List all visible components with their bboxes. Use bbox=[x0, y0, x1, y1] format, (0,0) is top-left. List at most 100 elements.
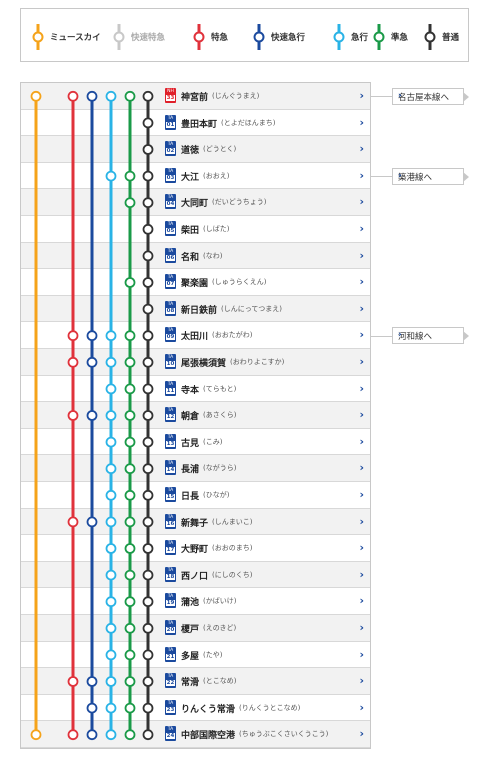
chevron-right-icon[interactable]: › bbox=[359, 275, 364, 289]
chevron-right-icon[interactable]: › bbox=[359, 727, 364, 741]
station-row[interactable]: TA 23 りんくう常滑 (りんくうとこなめ) › bbox=[21, 695, 370, 722]
station-name[interactable]: 中部国際空港 bbox=[181, 731, 236, 742]
station-reading: (かばいけ) bbox=[203, 597, 237, 606]
station-name[interactable]: 多屋 bbox=[181, 651, 200, 662]
stop-marker bbox=[67, 516, 79, 528]
stop-marker bbox=[67, 90, 79, 102]
station-row[interactable]: TA 10 尾張横須賀 (おわりよこすか) › bbox=[21, 349, 370, 376]
station-name[interactable]: 寺本 bbox=[181, 385, 200, 396]
station-name[interactable]: 常滑 bbox=[181, 678, 200, 689]
connection-link[interactable]: 築港線へ › bbox=[392, 167, 469, 185]
chevron-right-icon[interactable]: › bbox=[359, 168, 364, 182]
line-code: TA bbox=[167, 248, 174, 254]
station-row[interactable]: TA 22 常滑 (とこなめ) › bbox=[21, 668, 370, 695]
station-row[interactable]: TA 05 柴田 (しばた) › bbox=[21, 216, 370, 243]
stop-marker bbox=[142, 410, 154, 421]
station-name[interactable]: 聚楽園 bbox=[181, 279, 209, 290]
chevron-right-icon[interactable]: › bbox=[359, 488, 364, 501]
chevron-right-icon[interactable]: › bbox=[359, 434, 364, 448]
legend-label: 特急 bbox=[211, 33, 229, 43]
chevron-right-icon[interactable]: › bbox=[359, 195, 364, 209]
station-reading: (なわ) bbox=[203, 251, 223, 260]
station-reading: (おわりよこすか) bbox=[230, 358, 285, 366]
station-row[interactable]: TA 04 大同町 (だいどうちょう) › bbox=[21, 189, 370, 216]
chevron-right-icon[interactable]: › bbox=[359, 115, 364, 129]
station-name[interactable]: 大江 bbox=[181, 172, 200, 183]
station-row[interactable]: TA 16 新舞子 (しんまいこ) › bbox=[21, 508, 370, 536]
station-name[interactable]: 西ノ口 bbox=[181, 571, 209, 582]
station-name[interactable]: 長浦 bbox=[181, 465, 200, 476]
chevron-right-icon[interactable]: › bbox=[359, 514, 364, 528]
chevron-right-icon[interactable]: › bbox=[359, 381, 364, 395]
chevron-right-icon[interactable]: › bbox=[359, 301, 364, 315]
station-row[interactable]: TA 02 道徳 (どうとく) › bbox=[21, 136, 370, 163]
station-code: 04 bbox=[166, 201, 175, 208]
station-name[interactable]: 大野町 bbox=[181, 545, 209, 556]
station-name[interactable]: 大同町 bbox=[181, 199, 209, 210]
stop-marker bbox=[67, 676, 79, 687]
station-name[interactable]: 道徳 bbox=[181, 146, 200, 157]
station-name[interactable]: 名和 bbox=[181, 252, 200, 263]
station-row[interactable]: TA 08 新日鉄前 (しんにってつまえ) › bbox=[21, 295, 370, 323]
stop-marker bbox=[105, 569, 117, 581]
chevron-right-icon[interactable]: › bbox=[359, 567, 364, 581]
station-name[interactable]: りんくう常滑 bbox=[181, 704, 235, 715]
stop-marker bbox=[105, 596, 117, 608]
station-row[interactable]: TA 09 太田川 (おおたがわ) › bbox=[21, 322, 370, 349]
station-row[interactable]: TA 12 朝倉 (あさくら) › bbox=[21, 402, 370, 429]
chevron-right-icon[interactable]: › bbox=[359, 328, 364, 342]
chevron-right-icon[interactable]: › bbox=[359, 222, 364, 235]
station-code: 19 bbox=[166, 600, 175, 607]
chevron-right-icon[interactable]: › bbox=[359, 89, 364, 102]
station-name[interactable]: 柴田 bbox=[181, 226, 200, 236]
station-name[interactable]: 朝倉 bbox=[181, 412, 200, 423]
station-row[interactable]: TA 11 寺本 (てらもと) › bbox=[21, 376, 370, 403]
chevron-right-icon[interactable]: › bbox=[359, 541, 364, 555]
station-row[interactable]: TA 18 西ノ口 (にしのくち) › bbox=[21, 561, 370, 589]
connection-link[interactable]: 名古屋本線へ › bbox=[392, 87, 469, 105]
chevron-right-icon[interactable]: › bbox=[359, 594, 364, 608]
station-name[interactable]: 太田川 bbox=[181, 332, 209, 343]
stop-marker bbox=[124, 516, 136, 528]
station-row[interactable]: TA 15 日長 (ひなが) › bbox=[21, 482, 370, 509]
station-row[interactable]: TA 03 大江 (おおえ) › bbox=[21, 163, 370, 190]
station-name[interactable]: 蒲池 bbox=[181, 598, 200, 609]
station-row[interactable]: TA 17 大野町 (おおのまち) › bbox=[21, 535, 370, 562]
station-name[interactable]: 日長 bbox=[181, 492, 200, 502]
chevron-right-icon[interactable]: › bbox=[359, 700, 364, 714]
chevron-right-icon[interactable]: › bbox=[359, 248, 364, 262]
station-row[interactable]: TA 13 古見 (こみ) › bbox=[21, 429, 370, 456]
station-row[interactable]: TA 21 多屋 (たや) › bbox=[21, 642, 370, 669]
station-row[interactable]: TA 24 中部国際空港 (ちゅうぶこくさいくうこう) › bbox=[21, 721, 370, 748]
chevron-right-icon[interactable]: › bbox=[359, 647, 364, 661]
station-row[interactable]: TA 06 名和 (なわ) › bbox=[21, 242, 370, 270]
stop-marker bbox=[67, 330, 79, 342]
connection-link[interactable]: 河和線へ › bbox=[392, 327, 469, 345]
station-name[interactable]: 神宮前 bbox=[181, 93, 209, 103]
station-name[interactable]: 新日鉄前 bbox=[181, 305, 218, 316]
station-name[interactable]: 尾張横須賀 bbox=[181, 359, 227, 369]
chevron-right-icon[interactable]: › bbox=[359, 408, 364, 422]
station-name[interactable]: 新舞子 bbox=[181, 518, 209, 529]
station-reading: (おおたがわ) bbox=[212, 331, 253, 340]
station-code: 13 bbox=[166, 440, 175, 447]
station-reading: (しんまいこ) bbox=[212, 517, 253, 526]
stop-marker bbox=[124, 277, 136, 288]
station-reading: (えのきど) bbox=[203, 624, 237, 632]
station-row[interactable]: NH 33 神宮前 (じんぐうまえ) › bbox=[21, 83, 370, 110]
station-row[interactable]: TA 01 豊田本町 (とよだほんまち) › bbox=[21, 110, 370, 137]
station-row[interactable]: TA 20 榎戸 (えのきど) › bbox=[21, 615, 370, 642]
station-row[interactable]: TA 19 蒲池 (かばいけ) › bbox=[21, 588, 370, 615]
stop-marker bbox=[142, 569, 154, 581]
chevron-right-icon[interactable]: › bbox=[359, 621, 364, 634]
station-row[interactable]: TA 14 長浦 (ながうら) › bbox=[21, 455, 370, 482]
station-name[interactable]: 古見 bbox=[181, 438, 200, 449]
station-row[interactable]: TA 07 聚楽園 (しゅうらくえん) › bbox=[21, 269, 370, 296]
station-name[interactable]: 榎戸 bbox=[181, 625, 200, 635]
station-name[interactable]: 豊田本町 bbox=[181, 119, 218, 130]
chevron-right-icon[interactable]: › bbox=[359, 355, 364, 368]
chevron-right-icon[interactable]: › bbox=[359, 461, 364, 475]
chevron-right-icon[interactable]: › bbox=[359, 674, 364, 688]
chevron-right-icon[interactable]: › bbox=[359, 142, 364, 156]
station-number-badge: TA 04 bbox=[165, 194, 176, 210]
